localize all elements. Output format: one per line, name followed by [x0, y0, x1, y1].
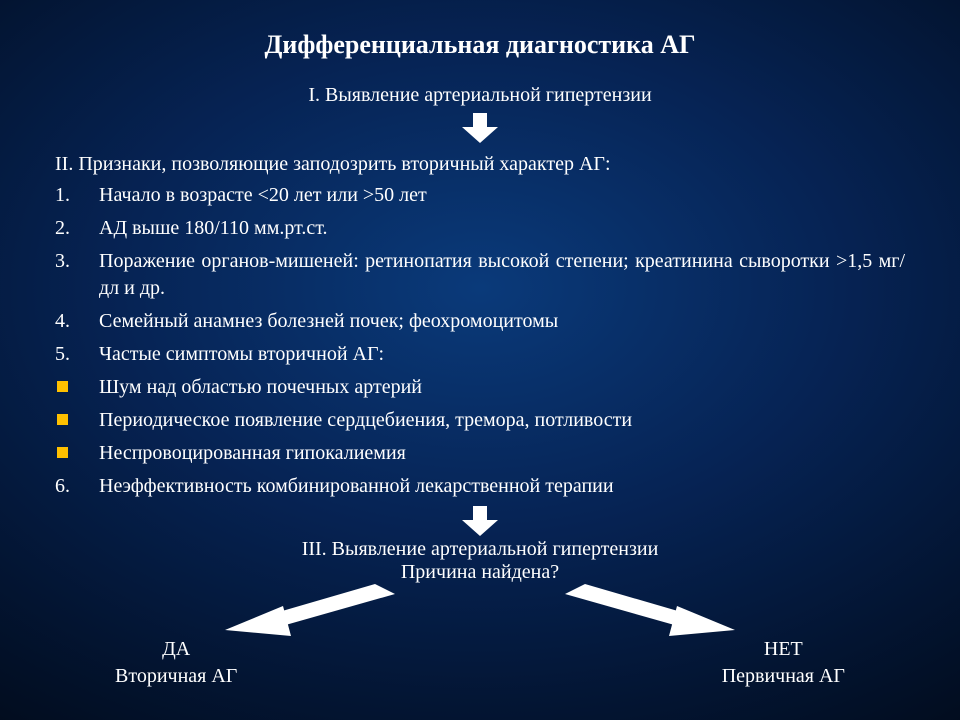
answer-no: НЕТ — [722, 636, 845, 663]
numbered-list: Начало в возрасте <20 лет или >50 лет АД… — [55, 182, 905, 368]
list-item: Периодическое появление сердцебиения, тр… — [55, 407, 905, 434]
list-item: Поражение органов-мишеней: ретинопатия в… — [55, 248, 905, 302]
answer-yes: ДА — [115, 636, 237, 663]
result-primary: Первичная АГ — [722, 663, 845, 690]
stage-3-line1: III. Выявление артериальной гипертензии — [55, 538, 905, 561]
list-item: Неспровоцированная гипокалиемия — [55, 440, 905, 467]
stage-1-heading: I. Выявление артериальной гипертензии — [55, 84, 905, 107]
arrow-down-icon — [462, 113, 498, 143]
stage-3-line2: Причина найдена? — [55, 561, 905, 584]
branch-right: НЕТ Первичная АГ — [722, 636, 845, 690]
list-item: Семейный анамнез болезней почек; феохром… — [55, 308, 905, 335]
branch-left: ДА Вторичная АГ — [115, 636, 237, 690]
arrow-diag-right-icon — [565, 584, 735, 636]
bulleted-list: Шум над областью почечных артерий Период… — [55, 374, 905, 467]
list-item: Шум над областью почечных артерий — [55, 374, 905, 401]
arrow-diag-left-icon — [225, 584, 395, 636]
stage-2-heading: II. Признаки, позволяющие заподозрить вт… — [55, 153, 905, 176]
arrow-down-icon — [462, 506, 498, 536]
list-item-6: Неэффективность комбинированной лекарств… — [55, 473, 905, 500]
list-item: Начало в возрасте <20 лет или >50 лет — [55, 182, 905, 209]
list-item: Частые симптомы вторичной АГ: — [55, 341, 905, 368]
result-secondary: Вторичная АГ — [115, 663, 237, 690]
list-item: АД выше 180/110 мм.рт.ст. — [55, 215, 905, 242]
slide-title: Дифференциальная диагностика АГ — [55, 30, 905, 60]
